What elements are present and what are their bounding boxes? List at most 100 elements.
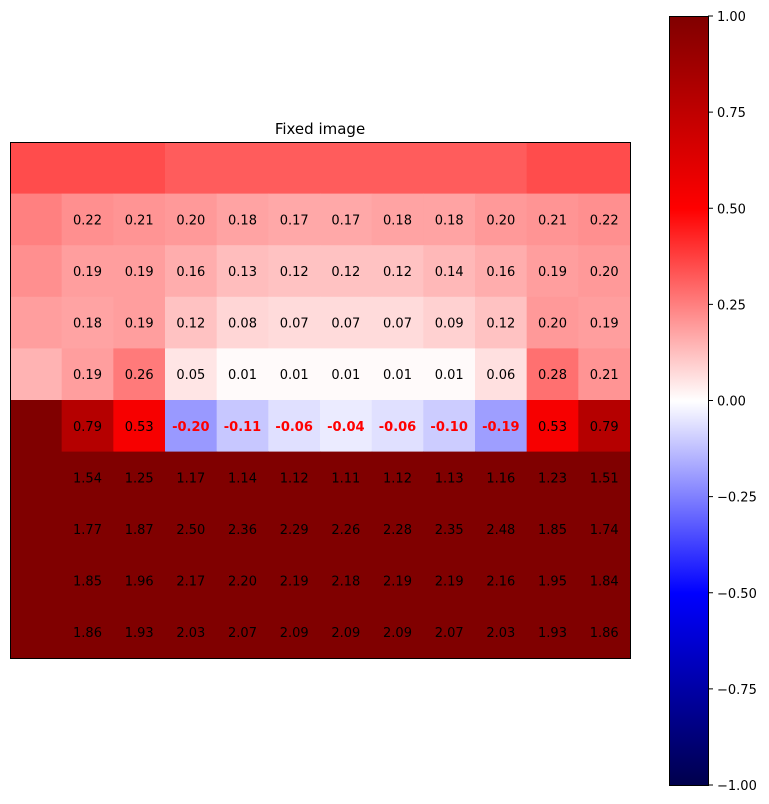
heatmap-cell — [165, 245, 218, 298]
cell-label: 0.53 — [538, 420, 567, 435]
heatmap-cell — [371, 296, 424, 349]
cell-label: 0.18 — [435, 213, 464, 228]
heatmap-cell — [371, 606, 424, 659]
heatmap-cell — [423, 606, 476, 659]
cell-label: 0.01 — [228, 368, 257, 383]
cell-label: 0.07 — [280, 317, 309, 332]
cell-label: 2.20 — [228, 575, 257, 590]
heatmap-cells — [10, 142, 631, 659]
cell-label: 2.19 — [383, 575, 412, 590]
cell-label: 2.19 — [280, 575, 309, 590]
heatmap-cell — [268, 296, 321, 349]
heatmap-cell — [61, 193, 114, 246]
cell-label: 2.48 — [486, 523, 515, 538]
heatmap-cell — [320, 348, 373, 401]
heatmap-cell — [10, 503, 63, 556]
heatmap-cell — [578, 245, 631, 298]
cell-label: 0.19 — [73, 368, 102, 383]
heatmap-cell — [113, 296, 166, 349]
heatmap-cell — [216, 193, 269, 246]
heatmap-cell — [320, 245, 373, 298]
heatmap-cell — [216, 606, 269, 659]
cell-label: 2.28 — [383, 523, 412, 538]
cell-label: 0.16 — [486, 265, 515, 280]
heatmap-cell — [578, 554, 631, 607]
cell-label: 1.77 — [73, 523, 102, 538]
heatmap-cell — [216, 503, 269, 556]
cell-label: 1.16 — [486, 471, 515, 486]
heatmap-cell — [578, 503, 631, 556]
cell-label: 1.14 — [228, 471, 257, 486]
heatmap-cell — [216, 296, 269, 349]
heatmap-cell — [423, 451, 476, 504]
cell-label: 0.26 — [125, 368, 154, 383]
cell-label: 0.22 — [73, 213, 102, 228]
cell-label: 1.54 — [73, 471, 102, 486]
cell-label: 0.21 — [538, 213, 567, 228]
heatmap-cell — [61, 554, 114, 607]
cell-label: 0.19 — [538, 265, 567, 280]
cell-label: 0.01 — [435, 368, 464, 383]
heatmap-cell — [165, 400, 218, 453]
heatmap-cell — [526, 400, 579, 453]
heatmap-cell — [578, 296, 631, 349]
heatmap-cell — [578, 142, 631, 195]
heatmap-cell — [320, 142, 373, 195]
cell-label: 0.18 — [228, 213, 257, 228]
colorbar-tick-label: −0.25 — [717, 491, 757, 506]
heatmap-cell — [165, 554, 218, 607]
cell-label: 2.03 — [486, 626, 515, 641]
cell-label: 0.13 — [228, 265, 257, 280]
heatmap-cell — [61, 142, 114, 195]
heatmap-cell — [10, 193, 63, 246]
heatmap-cell — [578, 193, 631, 246]
cell-label: 2.16 — [486, 575, 515, 590]
cell-label: 0.21 — [125, 213, 154, 228]
cell-label: 2.09 — [280, 626, 309, 641]
cell-label: 0.12 — [383, 265, 412, 280]
cell-label: 0.12 — [280, 265, 309, 280]
cell-label: -0.06 — [379, 420, 416, 435]
heatmap-cell — [475, 503, 528, 556]
heatmap-cell — [216, 245, 269, 298]
heatmap-cell — [578, 400, 631, 453]
colorbar-tick-label: 1.00 — [717, 10, 746, 25]
heatmap-cell — [268, 142, 321, 195]
heatmap-cell — [61, 606, 114, 659]
cell-label: 2.19 — [435, 575, 464, 590]
cell-label: 1.93 — [125, 626, 154, 641]
heatmap-cell — [423, 503, 476, 556]
heatmap-cell — [165, 451, 218, 504]
heatmap-cell — [61, 296, 114, 349]
heatmap-cell — [578, 348, 631, 401]
heatmap-cell — [113, 554, 166, 607]
cell-label: 0.19 — [590, 317, 619, 332]
heatmap-cell — [61, 348, 114, 401]
cell-label: 2.17 — [176, 575, 205, 590]
heatmap-cell — [113, 400, 166, 453]
cell-label: 1.17 — [176, 471, 205, 486]
heatmap-cell — [216, 400, 269, 453]
heatmap-cell — [165, 142, 218, 195]
cell-label: 0.17 — [331, 213, 360, 228]
heatmap-cell — [371, 503, 424, 556]
cell-label: 0.08 — [228, 317, 257, 332]
heatmap-cell — [268, 193, 321, 246]
cell-label: 0.07 — [331, 317, 360, 332]
colorbar-tick-label: −0.50 — [717, 587, 757, 602]
heatmap-cell — [475, 142, 528, 195]
cell-label: 0.21 — [590, 368, 619, 383]
heatmap-cell — [526, 142, 579, 195]
heatmap-cell — [113, 193, 166, 246]
heatmap-cell — [475, 400, 528, 453]
heatmap-cell — [371, 451, 424, 504]
heatmap-cell — [320, 503, 373, 556]
cell-label: 2.18 — [331, 575, 360, 590]
heatmap-cell — [113, 142, 166, 195]
heatmap-cell — [113, 606, 166, 659]
heatmap-cell — [320, 193, 373, 246]
heatmap-cell — [113, 348, 166, 401]
heatmap-cell — [371, 400, 424, 453]
heatmap-cell — [526, 193, 579, 246]
